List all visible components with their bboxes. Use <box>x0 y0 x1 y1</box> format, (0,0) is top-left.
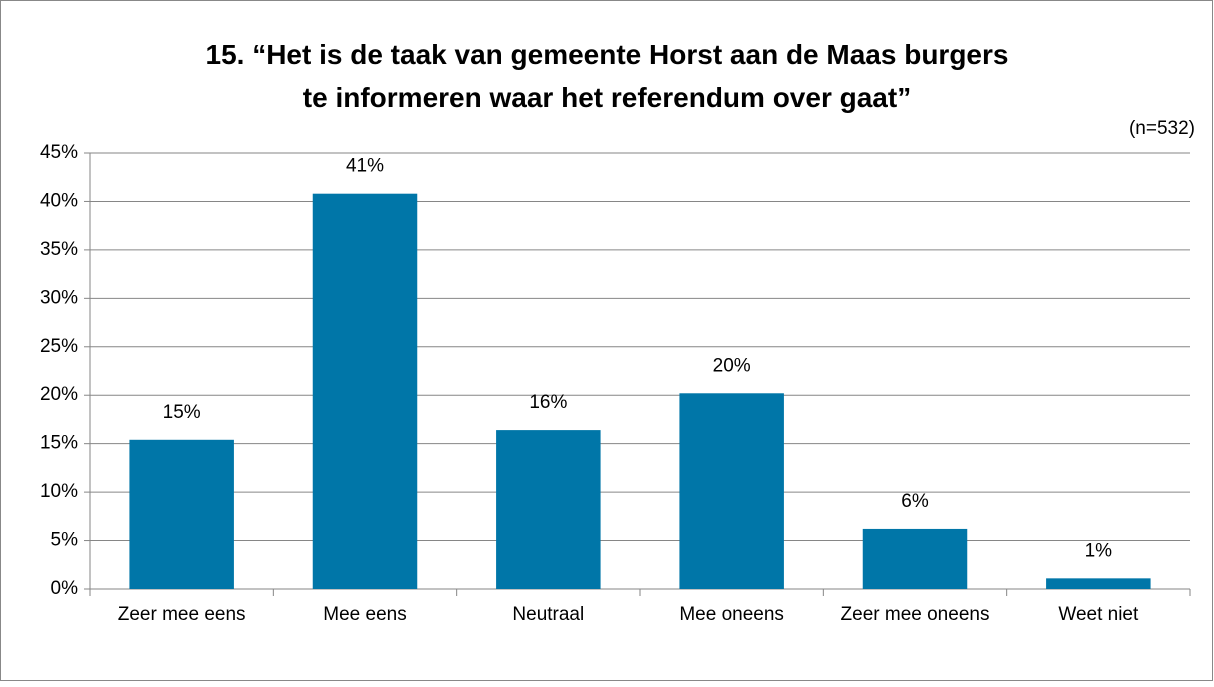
data-label: 20% <box>713 355 751 376</box>
bar <box>679 393 784 589</box>
chart-title: 15. “Het is de taak van gemeente Horst a… <box>205 39 1009 113</box>
data-label: 1% <box>1085 540 1113 561</box>
y-tick-label: 35% <box>40 239 78 260</box>
y-tick-label: 5% <box>51 530 79 551</box>
bar <box>862 528 968 589</box>
x-label-box: Mee eens <box>323 604 407 625</box>
title-box: 15. “Het is de taak van gemeente Horst a… <box>205 39 1009 113</box>
chart-subtitle: (n=532) <box>1129 118 1195 139</box>
x-tick-label: Zeer mee eens <box>117 604 246 625</box>
x-tick-label: Mee eens <box>323 604 407 625</box>
bar <box>312 193 418 589</box>
y-tick-label: 45% <box>40 142 78 163</box>
data-label: 15% <box>163 402 201 423</box>
bar <box>129 439 234 589</box>
x-tick-label: Neutraal <box>512 604 585 625</box>
bar <box>1046 578 1151 589</box>
data-label: 16% <box>529 392 567 413</box>
y-tick-label: 10% <box>40 481 78 502</box>
y-tick-label: 0% <box>51 578 79 599</box>
data-label: 41% <box>346 156 384 177</box>
y-tick-label: 20% <box>40 384 78 405</box>
y-tick-label: 25% <box>40 336 78 357</box>
x-label-box: Weet niet <box>1058 604 1139 625</box>
x-tick-label: Weet niet <box>1058 604 1139 625</box>
x-label-box: Neutraal <box>512 604 585 625</box>
x-label-box: Mee oneens <box>679 604 784 625</box>
bar <box>496 430 601 589</box>
y-tick-label: 40% <box>40 190 78 211</box>
y-tick-label: 15% <box>40 433 78 454</box>
x-tick-label: Mee oneens <box>679 604 784 625</box>
x-label-box: Zeer mee eens <box>117 604 246 625</box>
y-tick-label: 30% <box>40 287 78 308</box>
x-label-box: Zeer mee oneens <box>840 604 990 625</box>
x-tick-label: Zeer mee oneens <box>840 604 990 625</box>
data-label: 6% <box>901 491 929 512</box>
